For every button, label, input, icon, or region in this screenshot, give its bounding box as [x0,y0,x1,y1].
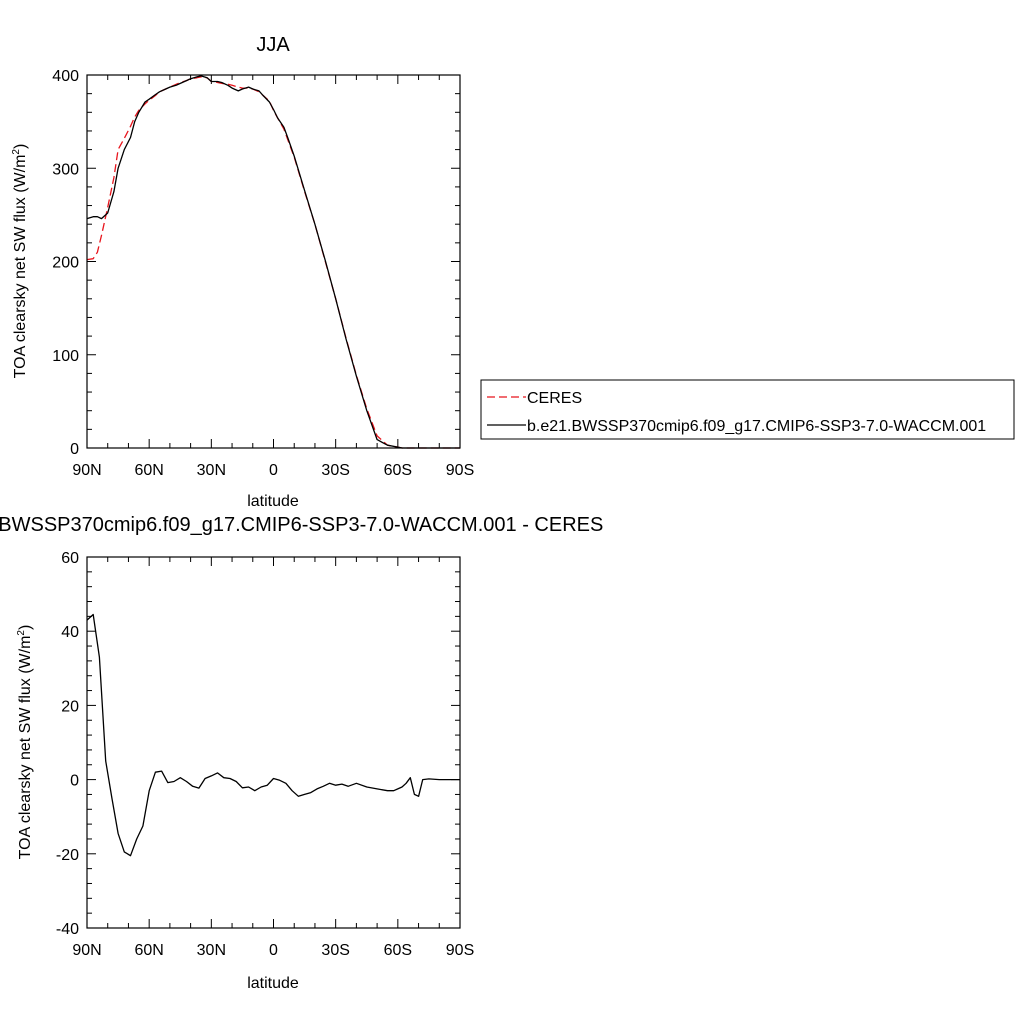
y-tick-label: 40 [61,624,79,641]
x-tick-label: 90S [446,942,474,959]
top-series-group [86,75,460,449]
y-tick-label: 100 [52,348,79,365]
y-tick-label: 300 [52,161,79,178]
bottom-x-axis-title: latitude [247,975,299,992]
top-x-tick-labels: 90N 60N 30N 0 30S 60S 90S [72,462,474,479]
x-tick-label: 60N [134,942,163,959]
top-chart-title: JJA [256,34,290,56]
x-tick-label: 90N [72,942,101,959]
legend: CERES b.e21.BWSSP370cmip6.f09_g17.CMIP6-… [480,379,1015,440]
bottom-y-axis-title-sup: 2 [16,630,27,636]
top-ticks [86,74,461,449]
y-tick-label: -20 [56,847,79,864]
bottom-panel: b.e21.BWSSP370cmip6.f09_g17.CMIP6-SSP3-7… [0,514,603,992]
x-tick-label: 30N [197,462,226,479]
bottom-x-tick-labels: 90N 60N 30N 0 30S 60S 90S [72,942,474,959]
legend-label-ceres: CERES [527,390,582,407]
y-tick-label: 20 [61,698,79,715]
x-tick-label: 60N [134,462,163,479]
bottom-series-group [86,613,460,857]
x-tick-label: 90N [72,462,101,479]
top-y-axis-title-close: ) [12,144,29,149]
top-y-axis-title-main: TOA clearsky net SW flux (W/m [12,155,29,379]
x-tick-label: 90S [446,462,474,479]
bottom-ticks [86,556,461,929]
legend-box [480,379,1015,440]
top-y-axis-title: TOA clearsky net SW flux (W/m2) [11,144,29,379]
x-tick-label: 0 [269,942,278,959]
top-plot-frame [86,74,461,449]
t-line-ceres [86,76,460,449]
x-tick-label: 30N [197,942,226,959]
bottom-y-axis-title: TOA clearsky net SW flux (W/m2) [16,625,34,860]
t-line-b-e21-bwssp370cmip6-f09-g17-cmip6-ssp3-7-0-waccm-001 [86,75,460,449]
bottom-chart-title: b.e21.BWSSP370cmip6.f09_g17.CMIP6-SSP3-7… [0,514,603,536]
bottom-y-axis-title-close: ) [17,625,34,630]
x-tick-label: 30S [321,942,349,959]
bottom-y-tick-labels: -40 -20 0 20 40 60 [56,550,79,938]
y-tick-label: -40 [56,921,79,938]
top-x-axis-title: latitude [247,493,299,510]
legend-label-model: b.e21.BWSSP370cmip6.f09_g17.CMIP6-SSP3-7… [527,418,986,435]
y-tick-label: 200 [52,255,79,272]
b-line-series-0 [86,613,460,857]
y-tick-label: 0 [70,441,79,458]
x-tick-label: 0 [269,462,278,479]
top-y-tick-labels: 0 100 200 300 400 [52,68,79,458]
y-tick-label: 60 [61,550,79,567]
x-tick-label: 60S [384,942,412,959]
top-panel: JJA 90N 60N 30N 0 30S 60S 90S 0 100 200 300 400 la… [11,34,474,510]
bottom-y-axis-title-main: TOA clearsky net SW flux (W/m [17,636,34,860]
y-tick-label: 400 [52,68,79,85]
top-y-axis-title-sup: 2 [11,149,22,155]
x-tick-label: 30S [321,462,349,479]
x-tick-label: 60S [384,462,412,479]
bottom-plot-frame [86,556,461,929]
y-tick-label: 0 [70,773,79,790]
